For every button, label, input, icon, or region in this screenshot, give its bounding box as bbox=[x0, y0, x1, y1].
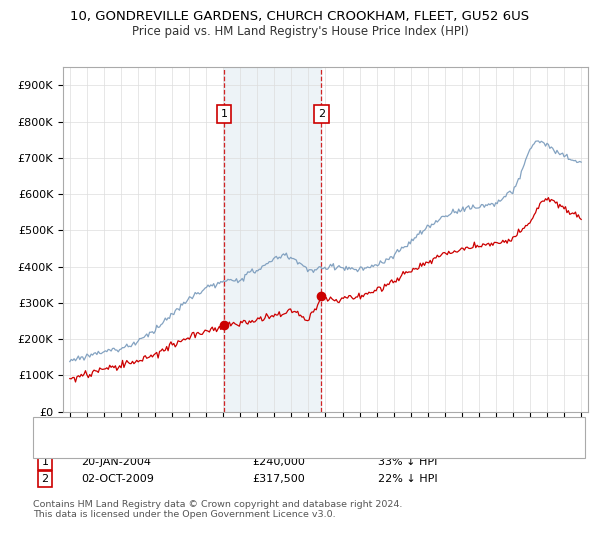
Text: 1: 1 bbox=[221, 109, 227, 119]
Text: £240,000: £240,000 bbox=[252, 457, 305, 467]
Text: 10, GONDREVILLE GARDENS, CHURCH CROOKHAM, FLEET, GU52 6US: 10, GONDREVILLE GARDENS, CHURCH CROOKHAM… bbox=[70, 10, 530, 23]
Text: 20-JAN-2004: 20-JAN-2004 bbox=[81, 457, 151, 467]
Text: 33% ↓ HPI: 33% ↓ HPI bbox=[378, 457, 437, 467]
Text: 2: 2 bbox=[41, 474, 49, 484]
Text: 10, GONDREVILLE GARDENS, CHURCH CROOKHAM, FLEET, GU52 6US (detached house): 10, GONDREVILLE GARDENS, CHURCH CROOKHAM… bbox=[87, 419, 543, 430]
Bar bbox=[224, 67, 321, 412]
Text: Price paid vs. HM Land Registry's House Price Index (HPI): Price paid vs. HM Land Registry's House … bbox=[131, 25, 469, 38]
Text: 2: 2 bbox=[317, 109, 325, 119]
Text: £317,500: £317,500 bbox=[252, 474, 305, 484]
Text: 02-OCT-2009: 02-OCT-2009 bbox=[81, 474, 154, 484]
Text: HPI: Average price, detached house, Hart: HPI: Average price, detached house, Hart bbox=[87, 432, 302, 442]
Text: 1: 1 bbox=[41, 457, 49, 467]
Text: 22% ↓ HPI: 22% ↓ HPI bbox=[378, 474, 437, 484]
Text: Contains HM Land Registry data © Crown copyright and database right 2024.
This d: Contains HM Land Registry data © Crown c… bbox=[33, 500, 403, 519]
